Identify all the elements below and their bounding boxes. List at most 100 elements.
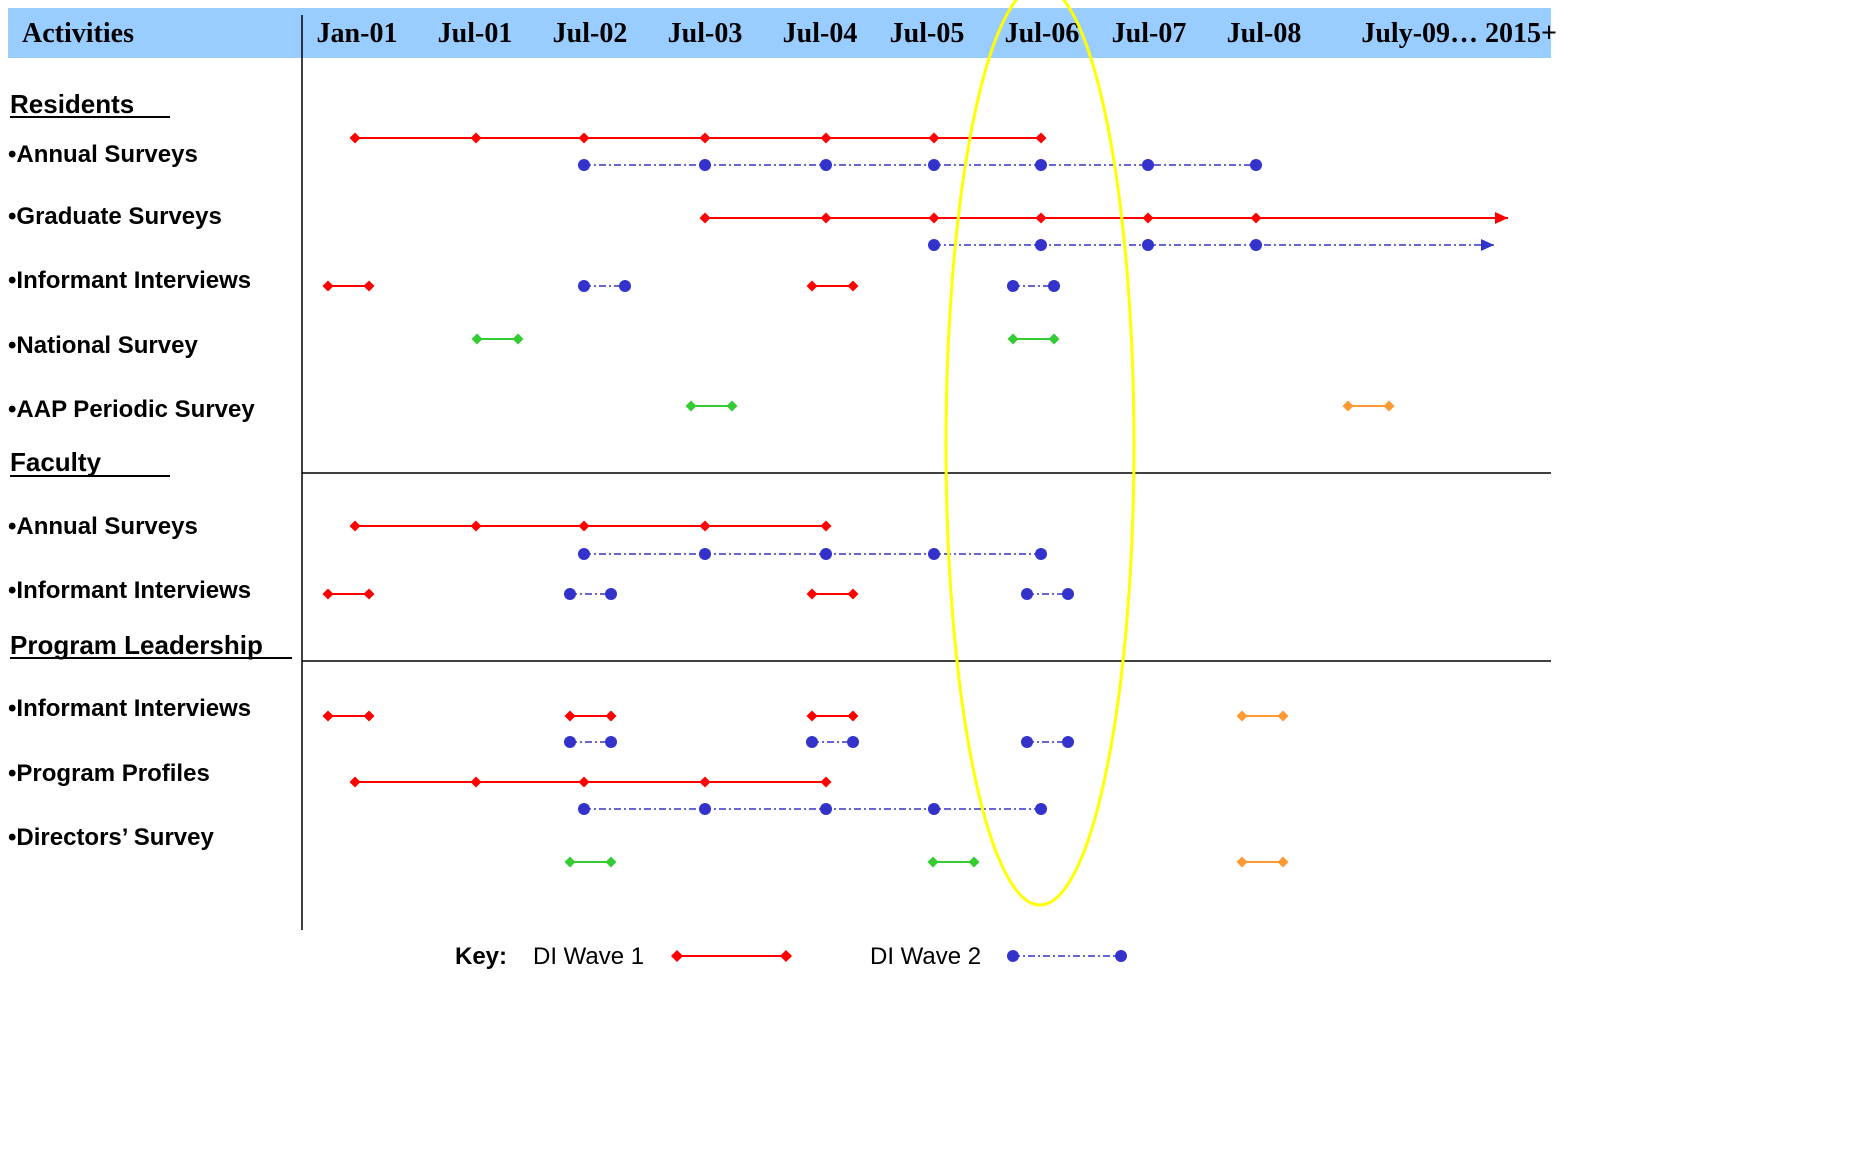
marker-pl-informant-wave1-20-end — [605, 710, 617, 722]
marker-fac-informant-wave1-17-end — [847, 588, 859, 600]
marker-pl-directors-green-29-start — [927, 856, 939, 868]
marker-res-informant-wave2-8-start — [1007, 280, 1019, 292]
marker-res-annual-wave1-1-jul02 — [578, 132, 590, 144]
marker-res-informant-wave1-5-end — [363, 280, 375, 292]
header-col-july09-2015: July-09… 2015+ — [1361, 18, 1557, 49]
marker-pl-directors-orange-30-start — [1236, 856, 1248, 868]
marker-res-annual-wave2-2-jul06 — [1035, 159, 1047, 171]
marker-pl-informant-orange-25-start — [1236, 710, 1248, 722]
marker-fac-annual-wave1-13-jul03 — [699, 520, 711, 532]
marker-res-annual-wave1-1-jul03 — [699, 132, 711, 144]
header-col-jul04: Jul-04 — [783, 18, 858, 49]
marker-pl-informant-wave1-22-end — [847, 710, 859, 722]
marker-pl-informant-wave1-22-start — [806, 710, 818, 722]
marker-res-annual-wave2-2-jul07 — [1142, 159, 1154, 171]
marker-pl-profiles-wave2-27-jul04 — [820, 803, 832, 815]
key-wave2-marker-start — [1007, 950, 1019, 962]
marker-res-aap-green-11-start — [685, 400, 697, 412]
activity-res-national: •National Survey — [8, 332, 198, 359]
marker-pl-directors-green-28-end — [605, 856, 617, 868]
activity-res-informant: •Informant Interviews — [8, 267, 251, 294]
marker-res-informant-wave2-6-end — [619, 280, 631, 292]
marker-res-aap-orange-12-start — [1342, 400, 1354, 412]
marker-pl-profiles-wave1-26-jul03 — [699, 776, 711, 788]
marker-res-annual-wave2-2-jul04 — [820, 159, 832, 171]
marker-fac-annual-wave2-14-jul06 — [1035, 548, 1047, 560]
header-col-jul01: Jul-01 — [438, 18, 513, 49]
key-wave2-marker-end — [1115, 950, 1127, 962]
marker-fac-annual-wave2-14-jul05 — [928, 548, 940, 560]
marker-fac-informant-wave1-15-end — [363, 588, 375, 600]
marker-fac-informant-wave2-18-start — [1021, 588, 1033, 600]
marker-pl-profiles-wave1-26-jul04 — [820, 776, 832, 788]
marker-fac-informant-wave2-16-start — [564, 588, 576, 600]
key-wave2-label: DI Wave 2 — [870, 943, 981, 970]
marker-res-annual-wave2-2-jul03 — [699, 159, 711, 171]
key-legend: Key: DI Wave 1 DI Wave 2 — [455, 943, 1127, 970]
marker-pl-informant-wave2-23-start — [806, 736, 818, 748]
section-faculty: Faculty — [10, 447, 102, 477]
marker-res-graduate-wave1-3-jul06 — [1035, 212, 1047, 224]
marker-pl-profiles-wave1-26-jul01 — [470, 776, 482, 788]
marker-pl-profiles-wave2-27-jul05 — [928, 803, 940, 815]
marker-fac-informant-wave1-17-start — [806, 588, 818, 600]
marker-res-annual-wave1-1-jul06 — [1035, 132, 1047, 144]
header-col-jul07: Jul-07 — [1112, 18, 1187, 49]
marker-res-informant-wave1-7-end — [847, 280, 859, 292]
key-wave1-marker-start — [671, 950, 683, 962]
marker-fac-annual-wave2-14-jul02 — [578, 548, 590, 560]
marker-fac-annual-wave1-13-jul04 — [820, 520, 832, 532]
activity-res-graduate: •Graduate Surveys — [8, 203, 222, 230]
key-wave1-marker-end — [780, 950, 792, 962]
marker-res-annual-wave2-2-jul02 — [578, 159, 590, 171]
marker-pl-informant-wave1-20-start — [564, 710, 576, 722]
section-residents: Residents — [10, 89, 134, 119]
marker-res-informant-wave2-6-start — [578, 280, 590, 292]
marker-fac-annual-wave1-13-jul02 — [578, 520, 590, 532]
arrow-res-graduate-wave1-3 — [1495, 212, 1508, 224]
marker-res-informant-wave1-7-start — [806, 280, 818, 292]
marker-pl-informant-wave2-24-start — [1021, 736, 1033, 748]
header-col-jan01: Jan-01 — [317, 18, 398, 49]
marker-pl-profiles-wave2-27-jul02 — [578, 803, 590, 815]
arrow-res-graduate-wave2-4 — [1481, 239, 1494, 251]
marker-res-graduate-wave1-3-jul07 — [1142, 212, 1154, 224]
marker-fac-informant-wave2-18-end — [1062, 588, 1074, 600]
activity-fac-informant: •Informant Interviews — [8, 577, 251, 604]
marker-res-aap-green-11-end — [726, 400, 738, 412]
marker-res-informant-wave1-5-start — [322, 280, 334, 292]
marker-pl-informant-wave2-24-end — [1062, 736, 1074, 748]
header-col-jul05: Jul-05 — [890, 18, 965, 49]
marker-res-annual-wave1-1-jul05 — [928, 132, 940, 144]
marker-res-national-green-9-start — [471, 333, 483, 345]
header-col-jul03: Jul-03 — [668, 18, 743, 49]
marker-res-graduate-wave1-3-jul03 — [699, 212, 711, 224]
marker-res-national-green-10-end — [1048, 333, 1060, 345]
activity-res-aap: •AAP Periodic Survey — [8, 396, 255, 423]
marker-res-graduate-wave2-4-jul08 — [1250, 239, 1262, 251]
marker-fac-annual-wave2-14-jul03 — [699, 548, 711, 560]
marker-res-graduate-wave1-3-jul05 — [928, 212, 940, 224]
activity-pl-informant: •Informant Interviews — [8, 695, 251, 722]
marker-res-graduate-wave2-4-jul05 — [928, 239, 940, 251]
timeline-diagram: Activities Jan-01 Jul-01 Jul-02 Jul-03 J… — [8, 0, 1557, 970]
header-activities-label: Activities — [22, 18, 134, 49]
marker-pl-informant-wave2-23-end — [847, 736, 859, 748]
activity-fac-annual: •Annual Surveys — [8, 513, 198, 540]
activity-pl-profiles: •Program Profiles — [8, 760, 210, 787]
header-band — [8, 8, 1551, 58]
key-wave1-label: DI Wave 1 — [533, 943, 644, 970]
marker-res-graduate-wave1-3-jul08 — [1250, 212, 1262, 224]
marker-res-annual-wave1-1-jul01 — [470, 132, 482, 144]
marker-pl-profiles-wave1-26-jan01 — [349, 776, 361, 788]
marker-res-graduate-wave1-3-jul04 — [820, 212, 832, 224]
marker-pl-directors-green-29-end — [968, 856, 980, 868]
marker-pl-profiles-wave2-27-jul03 — [699, 803, 711, 815]
key-title: Key: — [455, 943, 507, 970]
marker-pl-profiles-wave1-26-jul02 — [578, 776, 590, 788]
marker-res-national-green-10-start — [1007, 333, 1019, 345]
header-col-jul08: Jul-08 — [1227, 18, 1302, 49]
highlight-ellipse — [944, 0, 1136, 907]
marker-res-graduate-wave2-4-jul07 — [1142, 239, 1154, 251]
marker-pl-informant-wave2-21-start — [564, 736, 576, 748]
